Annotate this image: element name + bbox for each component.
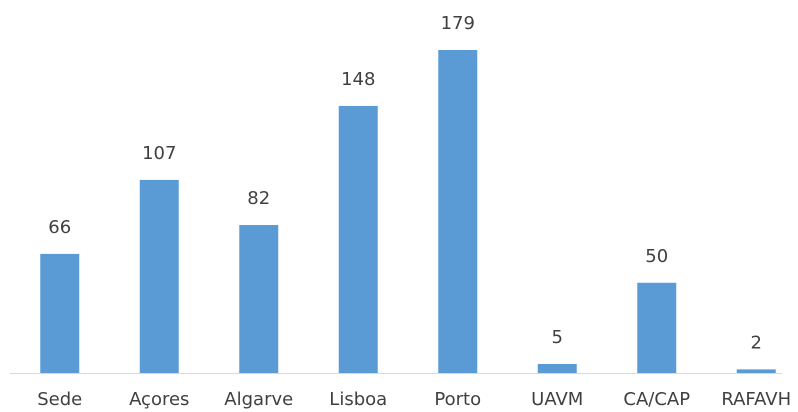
data-label: 107 <box>142 143 176 164</box>
bar <box>537 363 577 373</box>
data-label: 5 <box>552 327 563 348</box>
x-tick-label: Açores <box>129 389 189 410</box>
data-label: 66 <box>48 217 71 238</box>
data-label: 148 <box>341 69 375 90</box>
data-label: 2 <box>751 332 762 353</box>
bar <box>239 225 279 373</box>
x-tick-label: Algarve <box>224 389 293 410</box>
data-label: 82 <box>247 188 270 209</box>
x-tick-label: Lisboa <box>329 389 387 410</box>
x-tick-label: Sede <box>37 389 82 410</box>
data-label: 50 <box>645 246 668 267</box>
bar <box>637 282 677 373</box>
x-tick-label: RAFAVH <box>721 389 791 410</box>
bar <box>338 105 378 374</box>
x-tick-label: Porto <box>434 389 481 410</box>
x-tick-label: UAVM <box>531 389 583 410</box>
bar <box>736 369 776 373</box>
data-label: 179 <box>441 13 475 34</box>
bar <box>40 253 80 373</box>
x-tick-label: CA/CAP <box>623 389 690 410</box>
bar <box>139 179 179 373</box>
bar <box>438 50 478 373</box>
